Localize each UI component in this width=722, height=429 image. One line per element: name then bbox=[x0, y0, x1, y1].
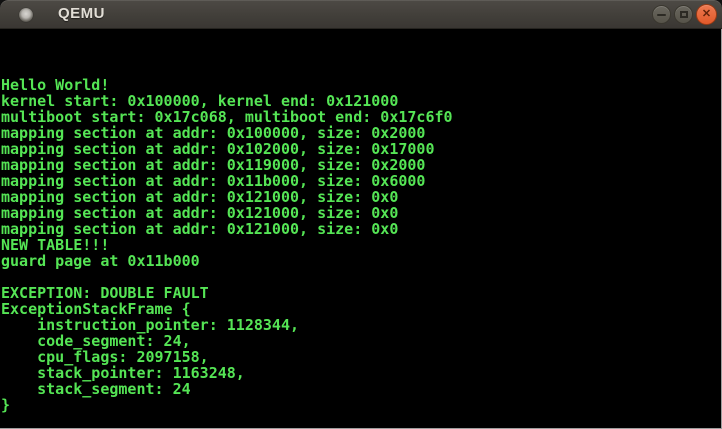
terminal-line: code_segment: 24, bbox=[1, 332, 191, 350]
terminal-line: mapping section at addr: 0x121000, size:… bbox=[1, 220, 399, 238]
square-icon bbox=[679, 11, 688, 18]
maximize-button[interactable] bbox=[674, 5, 693, 24]
terminal-line: kernel start: 0x100000, kernel end: 0x12… bbox=[1, 92, 399, 110]
terminal-line bbox=[1, 269, 721, 285]
terminal-line: mapping section at addr: 0x121000, size:… bbox=[1, 188, 399, 206]
terminal-line: guard page at 0x11b000 bbox=[1, 252, 200, 270]
terminal-line: mapping section at addr: 0x102000, size:… bbox=[1, 140, 435, 158]
terminal-line: stack_pointer: 1163248, bbox=[1, 364, 245, 382]
terminal-line bbox=[1, 45, 721, 61]
terminal-line: ExceptionStackFrame { bbox=[1, 300, 191, 318]
terminal-line: Hello World! bbox=[1, 76, 110, 94]
titlebar[interactable]: QEMU ✕ bbox=[0, 0, 722, 29]
terminal-line: multiboot start: 0x17c068, multiboot end… bbox=[1, 108, 453, 126]
terminal-screen[interactable]: Hello World! kernel start: 0x100000, kern… bbox=[0, 29, 722, 429]
terminal-line: } bbox=[1, 396, 11, 414]
terminal-line: NEW TABLE!!! bbox=[1, 236, 110, 254]
window-title: QEMU bbox=[58, 5, 105, 22]
qemu-app-icon bbox=[19, 8, 33, 22]
terminal-line: mapping section at addr: 0x11b000, size:… bbox=[1, 172, 426, 190]
terminal-line: stack_segment: 24 bbox=[1, 380, 191, 398]
terminal-line bbox=[1, 61, 721, 77]
terminal-line: mapping section at addr: 0x100000, size:… bbox=[1, 124, 426, 142]
terminal-line: mapping section at addr: 0x119000, size:… bbox=[1, 156, 426, 174]
terminal-line: cpu_flags: 2097158, bbox=[1, 348, 209, 366]
terminal-line: instruction_pointer: 1128344, bbox=[1, 316, 300, 334]
terminal-line: EXCEPTION: DOUBLE FAULT bbox=[1, 284, 209, 302]
close-button[interactable]: ✕ bbox=[696, 4, 717, 25]
minimize-button[interactable] bbox=[652, 5, 671, 24]
window-controls: ✕ bbox=[652, 0, 717, 29]
terminal-line: mapping section at addr: 0x121000, size:… bbox=[1, 204, 399, 222]
terminal-line bbox=[1, 413, 721, 428]
minus-icon bbox=[657, 14, 666, 16]
x-icon: ✕ bbox=[701, 8, 712, 20]
terminal-line bbox=[1, 29, 721, 45]
